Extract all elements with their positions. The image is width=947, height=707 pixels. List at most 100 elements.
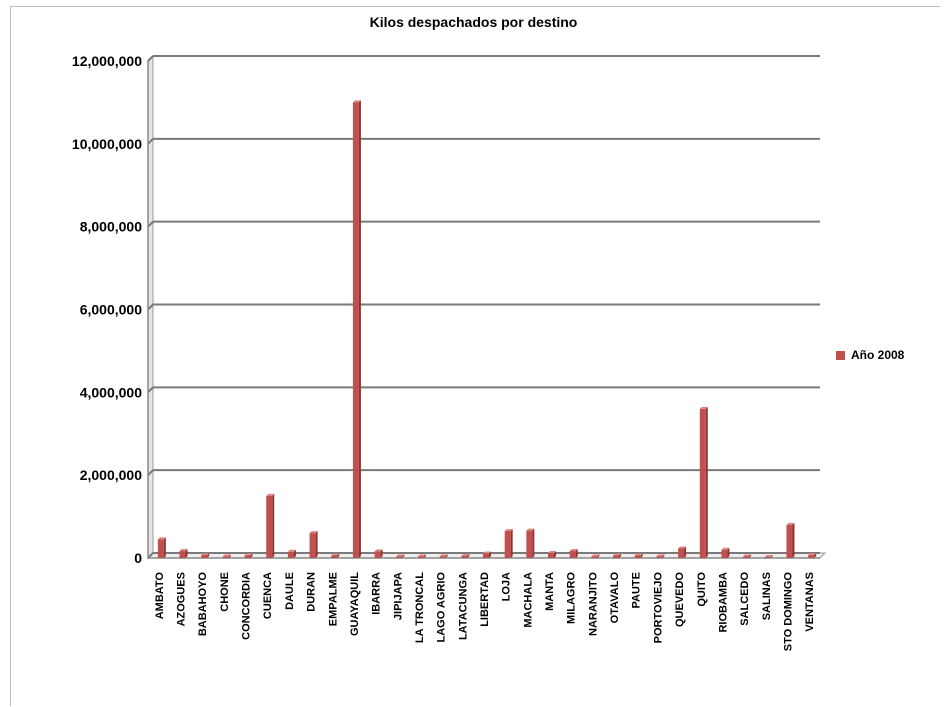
bar bbox=[699, 408, 706, 558]
bar-side bbox=[640, 553, 643, 558]
bar-side bbox=[792, 522, 795, 558]
bar-side bbox=[380, 549, 383, 558]
bar-top bbox=[374, 549, 383, 552]
x-tick-label: AMBATO bbox=[154, 572, 166, 620]
x-tick-label: DAULE bbox=[284, 572, 296, 610]
bar-top bbox=[613, 553, 622, 556]
bar bbox=[266, 495, 273, 558]
legend-swatch bbox=[836, 350, 845, 360]
bar-side bbox=[228, 554, 231, 558]
bar bbox=[678, 548, 685, 558]
x-tick-label: LA TRONCAL bbox=[414, 572, 426, 643]
x-tick-label: PAUTE bbox=[631, 572, 643, 608]
legend-label: Año 2008 bbox=[851, 348, 905, 362]
x-tick-label: OTAVALO bbox=[609, 572, 621, 624]
bar-top bbox=[287, 549, 296, 552]
x-tick-label: STO DOMINGO bbox=[782, 572, 794, 652]
bar-side bbox=[727, 547, 730, 558]
bar-side bbox=[489, 551, 491, 558]
gridline-edge bbox=[147, 303, 154, 311]
bar-side bbox=[705, 406, 708, 558]
bar bbox=[157, 539, 164, 558]
bar-side bbox=[749, 554, 752, 558]
x-tick-label: CONCORDIA bbox=[241, 572, 253, 640]
bar-side bbox=[467, 553, 470, 558]
x-tick-label: MILAGRO bbox=[566, 572, 578, 624]
bar-top bbox=[591, 554, 600, 557]
bar bbox=[309, 533, 316, 558]
x-tick-label: LOJA bbox=[501, 572, 513, 601]
bar-top bbox=[396, 554, 405, 557]
x-tick-label: SALCEDO bbox=[739, 572, 751, 626]
bar bbox=[786, 524, 793, 558]
y-tick-label: 6,000,000 bbox=[80, 302, 142, 318]
legend: Año 2008 bbox=[836, 348, 904, 362]
bar-side bbox=[445, 554, 448, 558]
bar-top bbox=[504, 529, 513, 532]
bar-top bbox=[201, 553, 210, 556]
x-tick-label: LIBERTAD bbox=[479, 572, 491, 627]
bar bbox=[548, 553, 555, 558]
gridline-edge bbox=[147, 55, 154, 62]
bar bbox=[222, 556, 229, 558]
bar bbox=[764, 556, 771, 558]
bar-side bbox=[293, 549, 296, 558]
bar bbox=[743, 556, 750, 558]
bar-top bbox=[786, 522, 795, 525]
bar-side bbox=[272, 493, 275, 558]
bar-top bbox=[352, 100, 361, 103]
bar bbox=[331, 555, 338, 558]
x-tick-label: LATACUNGA bbox=[457, 572, 469, 640]
y-tick-label: 2,000,000 bbox=[80, 467, 142, 483]
bar-top bbox=[244, 553, 253, 556]
bar-top bbox=[656, 554, 665, 557]
bar-side bbox=[662, 554, 665, 558]
bar bbox=[721, 549, 728, 558]
gridline-edge bbox=[147, 552, 154, 559]
x-tick-label: EMPALME bbox=[327, 572, 339, 626]
bar-side bbox=[619, 553, 622, 558]
y-tick-label: 8,000,000 bbox=[80, 219, 142, 235]
x-tick-label: QUEVEDO bbox=[674, 572, 686, 627]
bar bbox=[374, 551, 381, 558]
x-tick-label: MACHALA bbox=[522, 572, 534, 628]
bar-side bbox=[814, 553, 817, 558]
x-tick-label: IBARRA bbox=[371, 572, 383, 615]
bar bbox=[201, 555, 208, 558]
bar bbox=[808, 555, 815, 558]
x-tick-label: AZOGUES bbox=[176, 572, 188, 626]
x-tick-label: PORTOVIEJO bbox=[652, 572, 664, 644]
bar-side bbox=[358, 100, 361, 559]
bar-top bbox=[808, 553, 817, 556]
gridline-edge bbox=[147, 469, 154, 476]
bar-top bbox=[721, 547, 730, 550]
bar bbox=[287, 551, 294, 558]
chart-frame bbox=[10, 6, 940, 706]
bar-side bbox=[250, 553, 253, 558]
bar-side bbox=[337, 553, 340, 558]
bar bbox=[417, 556, 424, 558]
bar-top bbox=[526, 528, 535, 531]
bar-top bbox=[179, 548, 188, 551]
bar-top bbox=[331, 553, 340, 556]
bar bbox=[504, 531, 511, 558]
bar-top bbox=[678, 546, 687, 549]
bar bbox=[179, 550, 186, 558]
bar-side bbox=[575, 548, 578, 558]
y-tick-label: 12,000,000 bbox=[72, 53, 142, 69]
bar-top bbox=[699, 406, 708, 409]
bar bbox=[634, 555, 641, 558]
x-tick-label: VENTANAS bbox=[804, 572, 816, 632]
gridline-edge bbox=[147, 220, 154, 228]
x-tick-label: CHONE bbox=[219, 572, 231, 612]
bar bbox=[656, 556, 663, 558]
x-tick-label: DURAN bbox=[306, 572, 318, 612]
bar-top bbox=[222, 554, 231, 557]
x-tick-label: LAGO AGRIO bbox=[436, 572, 448, 643]
bar-top bbox=[461, 553, 470, 556]
bar bbox=[439, 556, 446, 558]
bar bbox=[613, 555, 620, 558]
x-tick-label: CUENCA bbox=[262, 572, 274, 619]
bar bbox=[591, 556, 598, 558]
y-tick-label: 10,000,000 bbox=[72, 136, 142, 152]
